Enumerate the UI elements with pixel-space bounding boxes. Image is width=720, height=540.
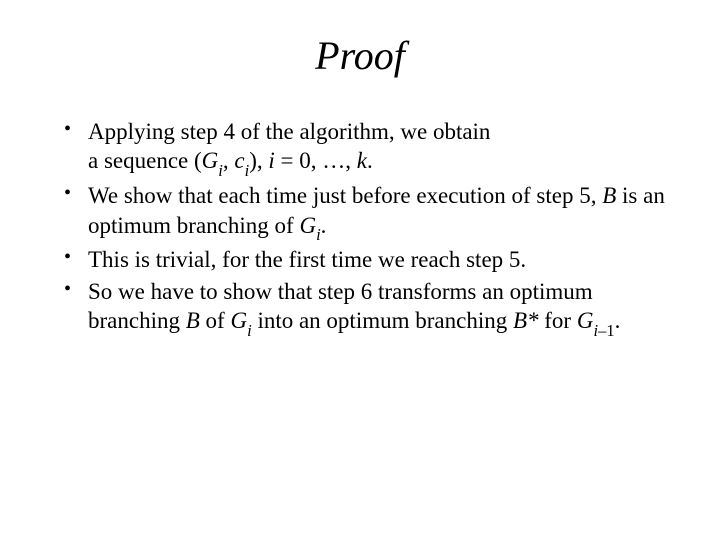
b4-Bstar: B* — [513, 308, 539, 333]
b2-pre: We show that each time just before execu… — [88, 183, 602, 208]
b4-period: . — [615, 308, 621, 333]
b4-B1: B — [186, 308, 200, 333]
b4-G1: G — [230, 308, 247, 333]
b4-mid: into an optimum branching — [252, 308, 513, 333]
b4-sub-i2: i– — [593, 321, 606, 340]
b3-text: This is trivial, for the first time we r… — [88, 247, 526, 272]
b1-line2-a: a sequence ( — [88, 148, 202, 173]
b1-G: G — [202, 148, 219, 173]
b2-G: G — [299, 213, 316, 238]
b2-B: B — [602, 183, 616, 208]
bullet-4: So we have to show that step 6 transform… — [70, 277, 672, 339]
b1-sub-i2: i — [245, 161, 250, 180]
bullet-3: This is trivial, for the first time we r… — [70, 245, 672, 274]
b4-of: of — [200, 308, 231, 333]
b1-sub-i1: i — [218, 161, 223, 180]
bullet-2: We show that each time just before execu… — [70, 181, 672, 243]
b1-close: ), — [249, 148, 268, 173]
b1-comma1: , — [223, 148, 235, 173]
slide-title: Proof — [48, 32, 672, 79]
b2-sub-i: i — [316, 225, 321, 244]
b1-period: . — [367, 148, 373, 173]
b4-sub-one: 1 — [606, 321, 614, 340]
bullet-list: Applying step 4 of the algorithm, we obt… — [48, 117, 672, 339]
b1-eq: = 0, …, — [275, 148, 357, 173]
b1-k: k — [357, 148, 367, 173]
b1-c: c — [234, 148, 244, 173]
b4-G2: G — [577, 308, 594, 333]
b1-line1: Applying step 4 of the algorithm, we obt… — [88, 119, 490, 144]
b4-for: for — [539, 308, 577, 333]
b4-sub-i1: i — [247, 321, 252, 340]
b2-period: . — [321, 213, 327, 238]
bullet-1: Applying step 4 of the algorithm, we obt… — [70, 117, 672, 179]
